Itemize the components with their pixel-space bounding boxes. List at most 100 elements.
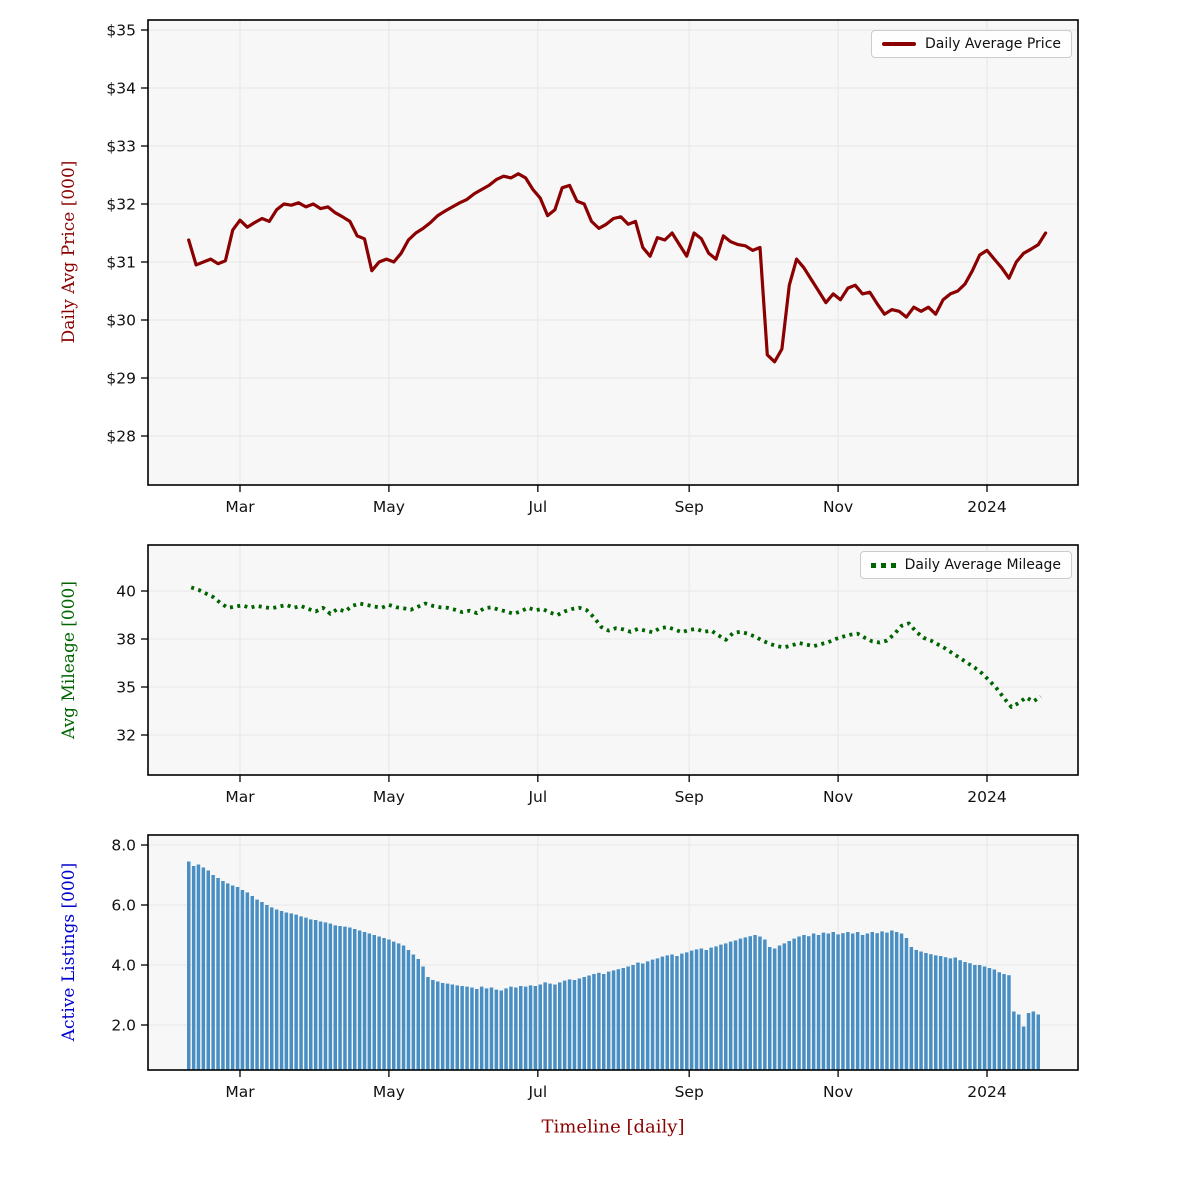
listings-bar <box>953 957 957 1070</box>
listings-bar <box>982 966 987 1070</box>
listings-bar <box>689 950 694 1070</box>
listings-bar <box>1017 1014 1021 1070</box>
x-axis-label: Timeline [daily] <box>541 1116 685 1138</box>
daily-average-price-y-tick-label: $35 <box>106 22 136 40</box>
active-listings-y-tick-label: 6.0 <box>111 897 136 915</box>
listings-bar <box>611 970 616 1070</box>
listings-bar <box>1021 1026 1026 1070</box>
listings-bar <box>348 927 352 1070</box>
listings-bar <box>338 926 342 1070</box>
listings-bar <box>245 892 250 1070</box>
listings-bar <box>860 935 865 1070</box>
daily-average-mileage-plot-area <box>148 545 1078 775</box>
active-listings-y-tick-label: 4.0 <box>111 957 136 975</box>
listings-bar <box>328 923 333 1070</box>
listings-bar <box>353 929 357 1070</box>
listings-bar <box>924 953 928 1070</box>
daily-average-price-x-tick-label: Sep <box>675 498 704 516</box>
listings-bar <box>738 938 743 1070</box>
listings-bar <box>523 986 528 1070</box>
listings-bar <box>279 911 284 1070</box>
listings-bar <box>685 952 689 1070</box>
listings-bar <box>748 936 752 1070</box>
listings-bar <box>606 971 611 1070</box>
listings-bar <box>714 946 718 1070</box>
listings-bar <box>201 867 206 1070</box>
listings-bar <box>558 982 562 1070</box>
daily-average-price-x-tick-label: May <box>373 498 405 516</box>
listings-bar <box>421 966 425 1070</box>
listings-bar <box>548 983 552 1070</box>
listings-bar <box>675 956 679 1070</box>
listings-bar <box>323 922 328 1070</box>
listings-bar <box>357 930 362 1070</box>
listings-bar <box>660 956 665 1070</box>
listings-bar <box>728 941 733 1070</box>
daily-average-mileage-y-tick-label: 32 <box>116 727 136 745</box>
listings-bar <box>577 978 582 1070</box>
listings-bar <box>460 986 464 1070</box>
listings-bar <box>1031 1011 1036 1070</box>
daily-average-price-series <box>187 172 1048 364</box>
listings-bar <box>392 941 396 1070</box>
listings-bar <box>494 989 499 1070</box>
price-legend: Daily Average Price <box>871 30 1072 58</box>
listings-bar <box>846 932 850 1070</box>
listings-bar <box>372 935 376 1070</box>
daily-average-price-y-tick-label: $33 <box>106 138 136 156</box>
listings-bar <box>187 861 191 1070</box>
active-listings-panel: 8.0 6.0 4.0 2.0 Mar May Jul Sep Nov 2024 <box>111 834 1079 1102</box>
listings-bar <box>489 987 494 1070</box>
listings-bar <box>250 896 254 1070</box>
daily-average-price-plot-area <box>148 20 1078 485</box>
listings-bar <box>387 939 391 1070</box>
listings-bar <box>260 902 264 1070</box>
listings-bar <box>450 984 455 1070</box>
listings-bar <box>265 905 269 1070</box>
listings-bar <box>436 981 440 1070</box>
listings-bar <box>777 945 782 1070</box>
price-legend-line-swatch <box>882 42 917 46</box>
listings-bar <box>626 966 630 1070</box>
listings-bar <box>909 947 914 1070</box>
listings-bar <box>670 954 674 1070</box>
listings-bar <box>367 933 372 1070</box>
listings-bar <box>894 932 899 1070</box>
daily-average-price-x-tick-label: Nov <box>823 498 853 516</box>
listings-bar <box>880 931 884 1070</box>
listings-bar <box>958 960 962 1070</box>
listings-bar <box>294 914 298 1070</box>
daily-average-mileage-x-tick-label: Sep <box>675 788 704 806</box>
listings-bar <box>426 977 430 1070</box>
mileage-legend: Daily Average Mileage <box>859 551 1072 579</box>
listings-bar <box>992 969 997 1070</box>
listings-bar <box>377 936 381 1070</box>
listings-bar <box>411 954 416 1070</box>
active-listings-x-tick-label: May <box>373 1083 405 1101</box>
listings-bar <box>284 912 289 1070</box>
daily-average-price-y-tick-label: $30 <box>106 312 136 330</box>
active-listings-tick-labels: 8.0 6.0 4.0 2.0 Mar May Jul Sep Nov 2024 <box>111 837 1006 1102</box>
listings-bar <box>602 974 606 1070</box>
daily-average-mileage-y-tick-label: 38 <box>116 631 136 649</box>
listings-bar <box>694 949 699 1070</box>
listings-bar <box>1007 975 1011 1070</box>
daily-average-price-panel: $35 $34 $33 $32 $31 $30 $29 $28 Mar May Jul Sep Nov 2… <box>106 19 1079 516</box>
price-legend-label: Daily Average Price <box>925 36 1061 52</box>
listings-bar <box>641 963 645 1070</box>
listings-bar <box>802 935 806 1070</box>
mileage-legend-dotted-swatch <box>870 562 896 568</box>
daily-average-mileage-series <box>190 585 1042 709</box>
listings-bar <box>890 930 894 1070</box>
daily-average-price-y-tick-label: $31 <box>106 254 136 272</box>
listings-bar <box>396 943 401 1070</box>
daily-average-price-y-tick-label: $32 <box>106 196 136 214</box>
listings-bar <box>1026 1013 1031 1070</box>
listings-bars <box>187 861 1040 1070</box>
listings-bar <box>333 925 337 1070</box>
active-listings-spines <box>147 834 1079 1071</box>
listings-bar <box>470 987 474 1070</box>
listings-bar <box>948 958 953 1070</box>
listings-bar <box>733 940 738 1070</box>
listings-bar <box>753 935 757 1070</box>
